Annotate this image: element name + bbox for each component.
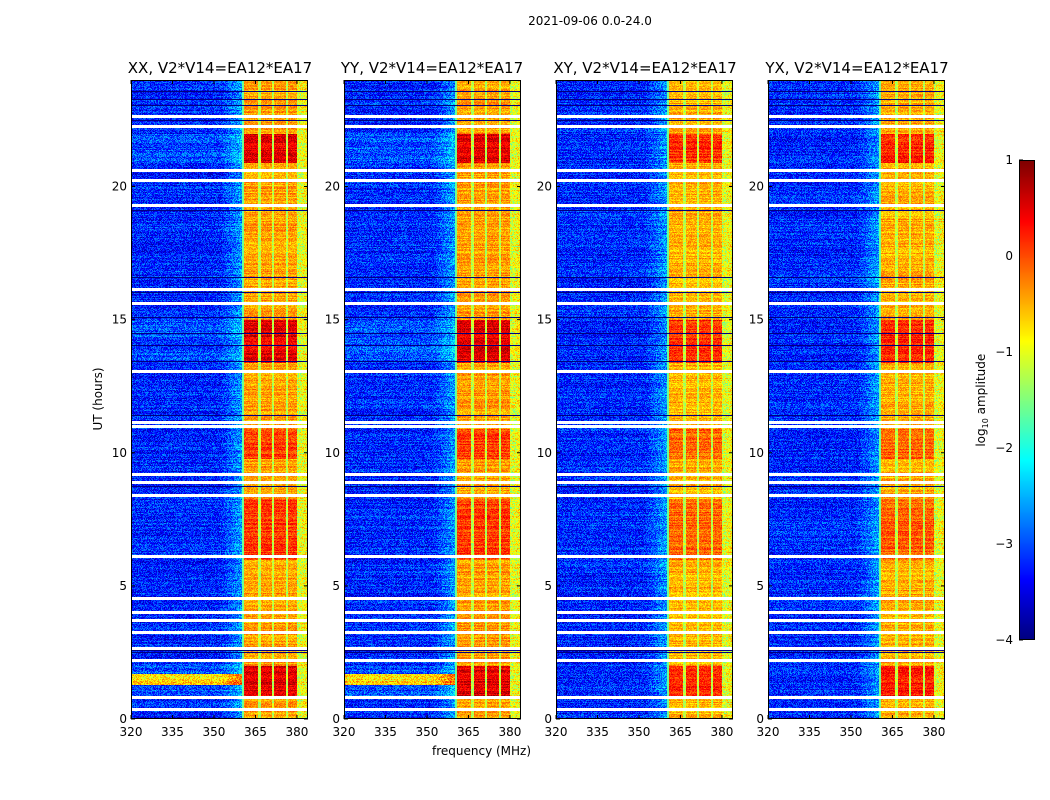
y-tick-label: 10 [537,446,552,460]
colorbar-tick-label: 1 [1005,153,1013,167]
y-tick-label: 0 [756,712,764,726]
panel-title-yy: YY, V2*V14=EA12*EA17 [340,59,524,77]
x-tick-label: 350 [840,725,863,739]
y-tick-label: 20 [325,180,340,194]
x-tick-label: 380 [285,725,308,739]
x-tick-label: 320 [120,725,143,739]
y-tick-label: 5 [756,579,764,593]
figure-title: 2021-09-06 0.0-24.0 [528,14,652,28]
colorbar-tick-label: 0 [1005,249,1013,263]
y-axis-label: UT (hours) [91,367,105,431]
heatmap-yx [768,80,945,719]
x-tick-label: 320 [333,725,356,739]
y-tick-label: 5 [119,579,127,593]
y-tick-label: 0 [544,712,552,726]
x-tick-label: 380 [710,725,733,739]
x-tick-label: 320 [757,725,780,739]
x-tick-label: 380 [498,725,521,739]
y-tick-label: 10 [112,446,127,460]
x-axis-label: frequency (MHz) [432,744,532,758]
x-tick-label: 380 [922,725,945,739]
panel-title-xx: XX, V2*V14=EA12*EA17 [127,59,313,77]
y-tick-label: 15 [325,313,340,327]
heatmap-yy [344,80,521,719]
y-tick-label: 10 [325,446,340,460]
x-tick-label: 350 [203,725,226,739]
y-tick-label: 10 [749,446,764,460]
x-tick-label: 335 [586,725,609,739]
colorbar-tick-label: −2 [995,441,1013,455]
x-tick-label: 335 [798,725,821,739]
heatmap-xy [556,80,733,719]
y-tick-label: 15 [749,313,764,327]
y-tick-label: 5 [544,579,552,593]
panel-title-yx: YX, V2*V14=EA12*EA17 [765,59,949,77]
y-tick-label: 0 [119,712,127,726]
colorbar-tick-label: −4 [995,633,1013,647]
y-tick-label: 0 [332,712,340,726]
x-tick-label: 350 [628,725,651,739]
y-tick-label: 15 [112,313,127,327]
y-tick-label: 20 [537,180,552,194]
y-tick-label: 20 [112,180,127,194]
colorbar-label: log10 amplitude [973,353,991,447]
x-tick-label: 365 [457,725,480,739]
x-tick-label: 335 [374,725,397,739]
y-tick-label: 20 [749,180,764,194]
x-tick-label: 320 [545,725,568,739]
x-tick-label: 350 [416,725,439,739]
x-tick-label: 365 [669,725,692,739]
y-tick-label: 15 [537,313,552,327]
x-tick-label: 365 [244,725,267,739]
y-tick-label: 5 [332,579,340,593]
heatmap-xx [131,80,308,719]
colorbar-tick-label: −1 [995,345,1013,359]
colorbar-tick-label: −3 [995,537,1013,551]
panel-title-xy: XY, V2*V14=EA12*EA17 [553,59,737,77]
x-tick-label: 365 [881,725,904,739]
colorbar [1019,160,1035,640]
x-tick-label: 335 [161,725,184,739]
